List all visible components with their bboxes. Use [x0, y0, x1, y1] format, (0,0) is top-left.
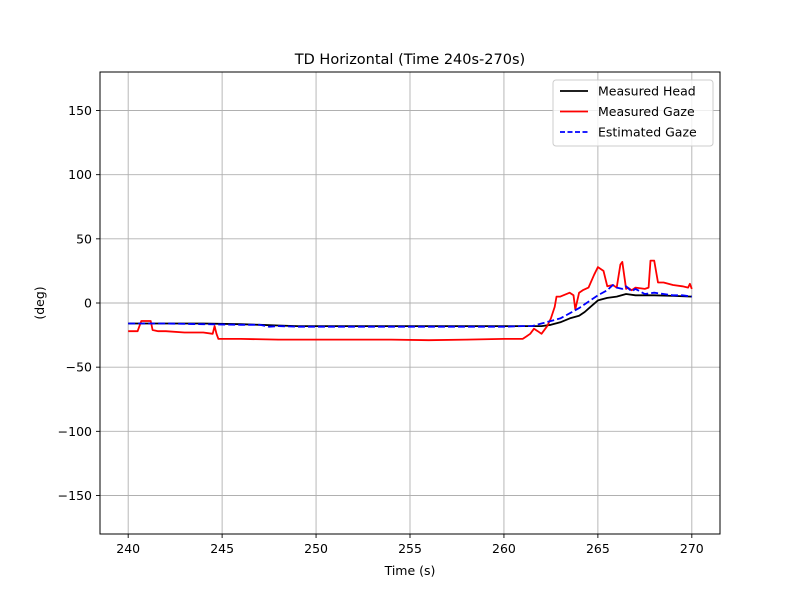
y-tick-label: 150 [68, 103, 92, 118]
series-line-estimated-gaze [128, 284, 692, 328]
legend-label: Measured Head [598, 84, 696, 99]
x-tick-label: 245 [210, 541, 234, 556]
grid [100, 72, 720, 534]
x-axis-label: Time (s) [384, 563, 436, 578]
plot-series [128, 259, 693, 342]
x-tick-label: 265 [586, 541, 610, 556]
x-tick-label: 270 [680, 541, 704, 556]
y-tick-label: 50 [76, 231, 92, 246]
chart-title: TD Horizontal (Time 240s-270s) [294, 52, 525, 68]
y-tick-label: 0 [84, 296, 92, 311]
legend-label: Measured Gaze [598, 104, 695, 119]
x-tick-label: 260 [492, 541, 516, 556]
x-tick-label: 240 [116, 541, 140, 556]
legend-label: Estimated Gaze [598, 125, 697, 140]
x-tick-label: 255 [398, 541, 422, 556]
y-axis-label: (deg) [32, 286, 47, 319]
legend: Measured Head Measured Gaze Estimated Gaze [552, 79, 714, 147]
legend-box [552, 79, 714, 147]
axis-ticks: 240 245 250 255 260 265 270 −150 −100 −50 0 50 100 15… [58, 103, 704, 556]
series-line-measured-gaze [128, 259, 693, 342]
y-tick-label: −100 [58, 424, 92, 439]
y-tick-label: 100 [68, 167, 92, 182]
y-tick-label: −150 [58, 488, 92, 503]
y-tick-label: −50 [66, 360, 92, 375]
series-line-measured-head [128, 293, 692, 328]
x-tick-label: 250 [304, 541, 328, 556]
